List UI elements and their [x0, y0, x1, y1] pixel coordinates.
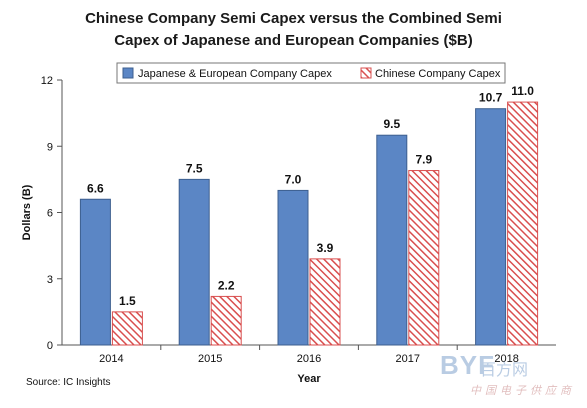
- legend-swatch-japan-europe: [122, 67, 134, 79]
- x-tick-label: 2014: [99, 353, 123, 365]
- data-label-china: 2.2: [218, 278, 235, 292]
- bar-china: [210, 295, 242, 346]
- bar-japan-europe: [178, 178, 210, 346]
- data-label-china: 7.9: [415, 153, 432, 167]
- data-label-china: 11.0: [511, 84, 534, 98]
- bar-china: [111, 311, 143, 346]
- y-axis-label: Dollars (B): [21, 184, 33, 240]
- chart-title: Chinese Company Semi Capex versus the Co…: [0, 8, 587, 52]
- data-label-japan-europe: 6.6: [87, 181, 104, 195]
- legend-swatch-china: [360, 67, 372, 79]
- chart-title-line2: Capex of Japanese and European Companies…: [114, 32, 473, 49]
- y-tick-label: 6: [47, 208, 53, 220]
- x-tick-label: 2016: [297, 353, 321, 365]
- data-label-japan-europe: 7.5: [186, 161, 203, 175]
- source-note: Source: IC Insights: [26, 377, 111, 388]
- legend-box: [116, 62, 506, 84]
- bar-japan-europe: [475, 108, 507, 346]
- bar-china: [309, 258, 341, 346]
- bar-japan-europe: [277, 189, 309, 346]
- legend-label-china: Chinese Company Capex: [375, 68, 501, 80]
- x-tick-label: 2017: [396, 353, 420, 365]
- x-tick-label: 2018: [494, 353, 518, 365]
- bar-china: [408, 170, 440, 346]
- legend-label-japan-europe: Japanese & European Company Capex: [138, 68, 332, 80]
- data-label-japan-europe: 10.7: [479, 91, 503, 105]
- data-label-china: 3.9: [317, 241, 334, 255]
- x-axis-label: Year: [297, 373, 321, 385]
- bar-china: [507, 101, 539, 346]
- data-label-japan-europe: 9.5: [383, 117, 400, 131]
- y-tick-label: 3: [47, 274, 53, 286]
- y-tick-label: 9: [47, 141, 53, 153]
- data-label-china: 1.5: [119, 294, 136, 308]
- y-tick-label: 12: [41, 75, 53, 87]
- data-label-japan-europe: 7.0: [285, 172, 302, 186]
- y-tick-label: 0: [47, 340, 53, 352]
- chart-title-line1: Chinese Company Semi Capex versus the Co…: [85, 10, 502, 27]
- bar-japan-europe: [79, 198, 111, 346]
- x-tick-label: 2015: [198, 353, 222, 365]
- bar-japan-europe: [376, 134, 408, 346]
